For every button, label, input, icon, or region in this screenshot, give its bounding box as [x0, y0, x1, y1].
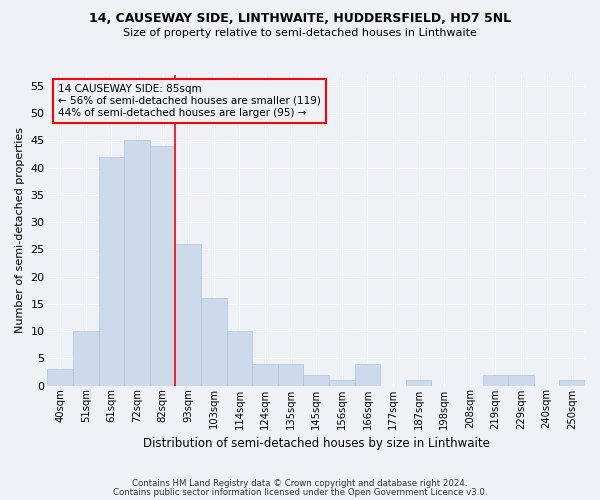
Bar [150, 146, 175, 386]
Bar [278, 364, 304, 386]
Bar [304, 374, 329, 386]
X-axis label: Distribution of semi-detached houses by size in Linthwaite: Distribution of semi-detached houses by … [143, 437, 490, 450]
Bar [227, 331, 252, 386]
Text: Contains HM Land Registry data © Crown copyright and database right 2024.: Contains HM Land Registry data © Crown c… [132, 478, 468, 488]
Bar [406, 380, 431, 386]
Bar [355, 364, 380, 386]
Bar [98, 156, 124, 386]
Text: Size of property relative to semi-detached houses in Linthwaite: Size of property relative to semi-detach… [123, 28, 477, 38]
Y-axis label: Number of semi-detached properties: Number of semi-detached properties [15, 128, 25, 334]
Bar [559, 380, 585, 386]
Bar [175, 244, 201, 386]
Bar [47, 369, 73, 386]
Bar [329, 380, 355, 386]
Bar [482, 374, 508, 386]
Text: 14 CAUSEWAY SIDE: 85sqm
← 56% of semi-detached houses are smaller (119)
44% of s: 14 CAUSEWAY SIDE: 85sqm ← 56% of semi-de… [58, 84, 321, 117]
Text: 14, CAUSEWAY SIDE, LINTHWAITE, HUDDERSFIELD, HD7 5NL: 14, CAUSEWAY SIDE, LINTHWAITE, HUDDERSFI… [89, 12, 511, 26]
Bar [201, 298, 227, 386]
Bar [73, 331, 98, 386]
Bar [508, 374, 534, 386]
Text: Contains public sector information licensed under the Open Government Licence v3: Contains public sector information licen… [113, 488, 487, 497]
Bar [124, 140, 150, 386]
Bar [252, 364, 278, 386]
